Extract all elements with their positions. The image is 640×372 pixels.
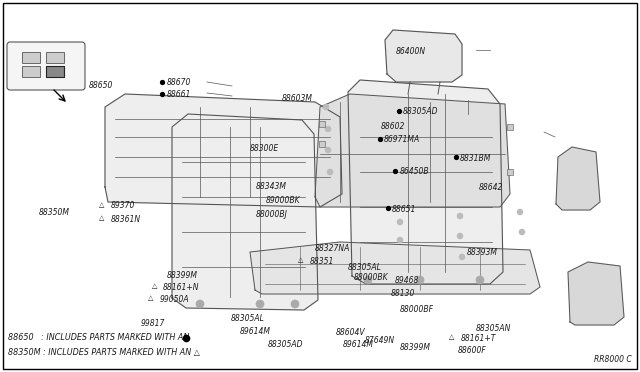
Text: 88351: 88351 [310,257,334,266]
Text: 89370: 89370 [111,201,135,210]
Circle shape [325,147,331,153]
Text: 88399M: 88399M [166,271,197,280]
Text: 88161+N: 88161+N [163,283,200,292]
Bar [22,52,40,63]
Polygon shape [250,242,540,294]
Text: 88161+T: 88161+T [461,334,496,343]
Circle shape [416,276,424,284]
Circle shape [519,229,525,235]
Text: 86400N: 86400N [396,47,426,56]
Text: 88350M: 88350M [38,208,69,217]
Circle shape [457,233,463,239]
Circle shape [476,276,484,284]
Text: 89614M: 89614M [343,340,374,349]
Polygon shape [568,262,624,325]
Text: 88327NA: 88327NA [315,244,350,253]
Text: 88305AL: 88305AL [230,314,264,323]
Circle shape [397,219,403,225]
Text: 88000BJ: 88000BJ [256,210,288,219]
Circle shape [291,300,299,308]
Bar [46,52,64,63]
Bar [22,66,40,77]
Text: 88305AD: 88305AD [268,340,303,349]
Text: △: △ [148,295,154,301]
Text: 89614M: 89614M [240,327,271,336]
Text: 88000BK: 88000BK [354,273,388,282]
Text: 86971MA: 86971MA [384,135,420,144]
Text: 88604V: 88604V [335,328,365,337]
Text: 88600F: 88600F [458,346,486,355]
Text: 88361N: 88361N [111,215,141,224]
Circle shape [196,300,204,308]
Text: 88603M: 88603M [282,94,312,103]
Text: 88670: 88670 [166,78,191,87]
Text: △: △ [99,202,105,208]
Circle shape [517,209,523,215]
Text: 88650: 88650 [88,81,113,90]
Circle shape [256,300,264,308]
Text: △: △ [449,334,455,340]
Text: 88399M: 88399M [399,343,430,352]
Polygon shape [348,80,503,284]
Text: 88343M: 88343M [256,182,287,191]
FancyBboxPatch shape [7,42,85,90]
Text: 88642: 88642 [479,183,503,192]
Text: 88130: 88130 [390,289,415,298]
Circle shape [325,126,331,132]
Circle shape [327,169,333,175]
Text: 88650   : INCLUDES PARTS MARKED WITH AN: 88650 : INCLUDES PARTS MARKED WITH AN [8,334,189,343]
Circle shape [457,213,463,219]
Bar [46,66,64,77]
Text: 87649N: 87649N [365,336,395,344]
Circle shape [323,104,329,110]
Text: 86450B: 86450B [399,167,429,176]
Text: 88602: 88602 [381,122,405,131]
Text: 89468: 89468 [395,276,419,285]
Text: △: △ [99,215,105,221]
Polygon shape [385,30,462,82]
Bar [319,121,325,127]
Text: △: △ [152,283,157,289]
Polygon shape [556,147,600,210]
Text: 8831BM: 8831BM [460,154,491,163]
Text: 88000BF: 88000BF [399,305,433,314]
Text: 88305AN: 88305AN [476,324,511,333]
Text: 88300E: 88300E [250,144,279,153]
Bar [46,66,64,77]
Polygon shape [105,94,342,207]
Text: 89000BK: 89000BK [266,196,300,205]
Bar [319,141,325,147]
Text: 88350M : INCLUDES PARTS MARKED WITH AN △: 88350M : INCLUDES PARTS MARKED WITH AN △ [8,347,200,356]
Polygon shape [315,94,510,207]
Bar [507,124,513,130]
Circle shape [397,237,403,243]
Polygon shape [172,114,318,310]
Text: RR8000 C: RR8000 C [595,356,632,365]
Text: 88305AL: 88305AL [348,263,381,272]
Bar [507,169,513,175]
Circle shape [364,276,372,284]
Text: △: △ [298,257,304,263]
Text: 99050A: 99050A [159,295,189,304]
Circle shape [459,254,465,260]
Text: 88305AD: 88305AD [403,107,438,116]
Text: 88393M: 88393M [467,248,498,257]
Text: 88661: 88661 [166,90,191,99]
Text: 88651: 88651 [392,205,416,214]
Text: 99817: 99817 [141,319,165,328]
